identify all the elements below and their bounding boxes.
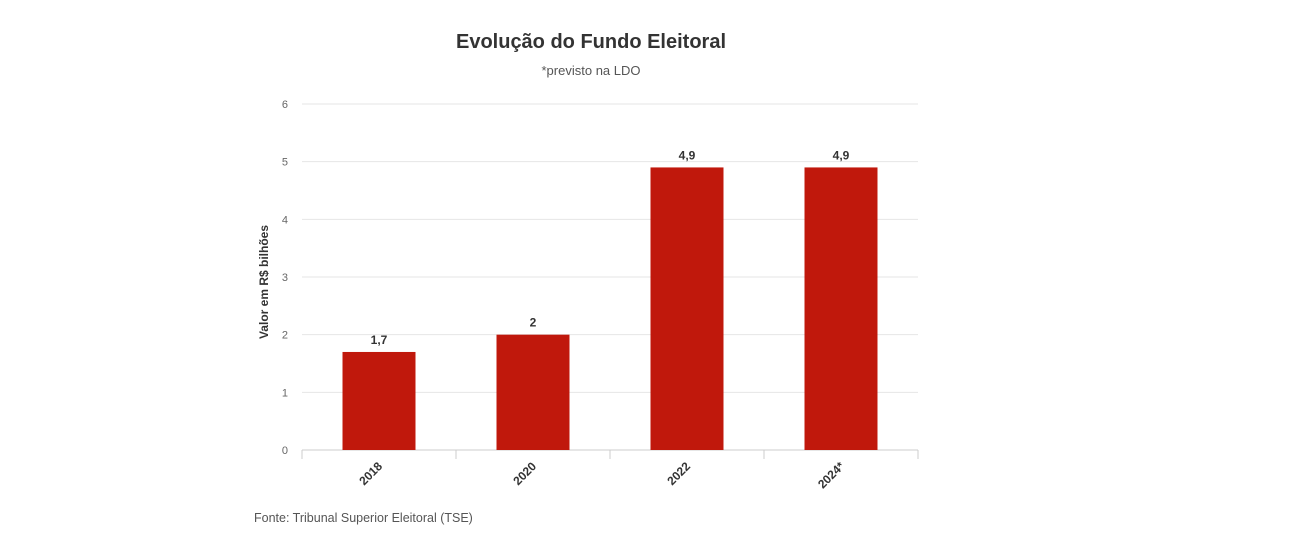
- data-label: 1,7: [371, 333, 388, 347]
- x-tick-label: 2020: [510, 459, 539, 488]
- x-axis-tick-marks: [301, 450, 919, 459]
- y-tick-label: 1: [282, 387, 288, 399]
- y-tick-label: 3: [282, 272, 288, 284]
- x-axis-ticks: 2018 2020 2022 2024*: [356, 459, 847, 491]
- bar-2018: [342, 351, 416, 450]
- bars: [342, 167, 878, 450]
- source-note: Fonte: Tribunal Superior Eleitoral (TSE): [254, 511, 473, 525]
- chart-title: Evolução do Fundo Eleitoral: [455, 31, 727, 53]
- x-tick-label: 2022: [664, 459, 693, 488]
- chart-subtitle: *previsto na LDO: [541, 63, 641, 78]
- data-label: 4,9: [679, 148, 696, 162]
- x-tick-label: 2018: [356, 459, 385, 488]
- bar-2020: [496, 334, 570, 450]
- y-axis-label: Valor em R$ bilhões: [257, 225, 271, 339]
- y-tick-label: 0: [282, 445, 288, 457]
- y-tick-label: 4: [282, 214, 288, 226]
- y-tick-label: 6: [282, 99, 288, 111]
- y-axis-ticks: 0 1 2 3 4 5 6: [282, 99, 288, 457]
- bar-2024: [804, 167, 878, 450]
- y-tick-label: 5: [282, 157, 288, 169]
- x-tick-label: 2024*: [815, 459, 847, 491]
- bar-2022: [650, 167, 724, 450]
- data-label: 4,9: [833, 148, 850, 162]
- data-label: 2: [530, 316, 537, 330]
- y-tick-label: 2: [282, 330, 288, 342]
- data-labels: 1,7 2 4,9 4,9: [371, 148, 850, 347]
